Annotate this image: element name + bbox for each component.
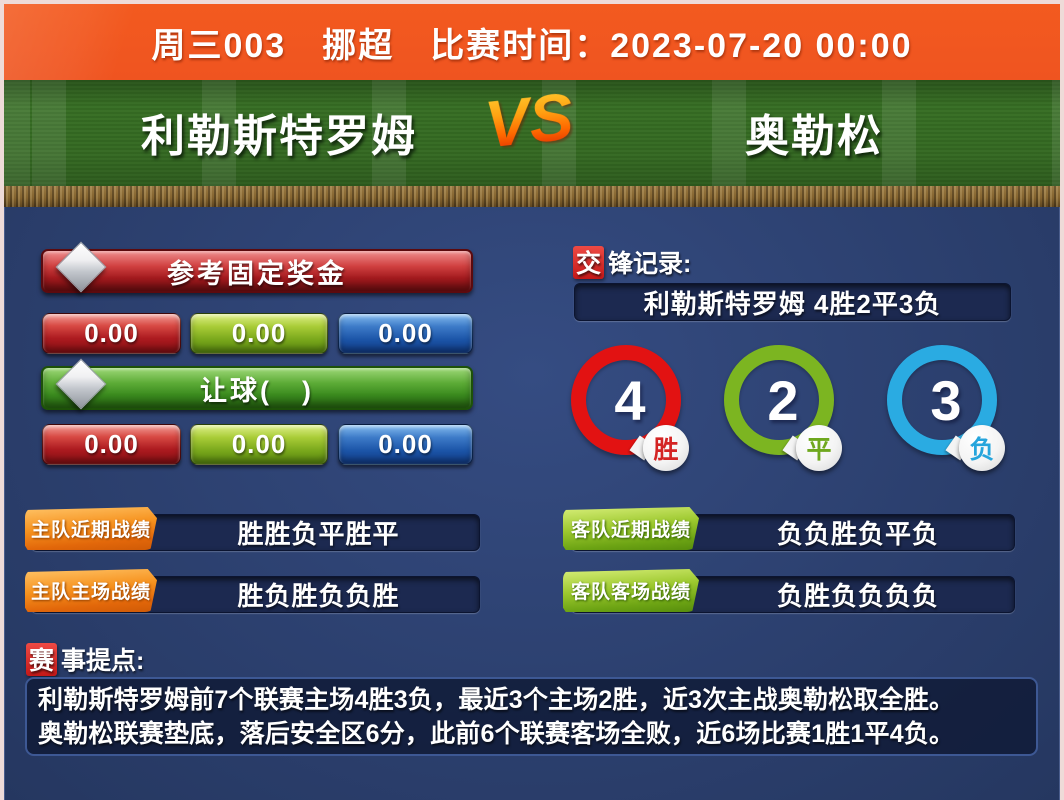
- vs-icon: VS: [455, 75, 602, 165]
- match-info-title: 周三003 挪超 比赛时间：2023-07-20 00:00: [151, 26, 913, 65]
- away-recent-record-value: 负负胜负平负: [776, 519, 939, 549]
- away-recent-record-tab: 客队近期战绩: [563, 507, 699, 550]
- home-team-name: 利勒斯特罗姆: [141, 112, 417, 161]
- tips-label: 赛 事提点:: [26, 641, 144, 677]
- home-field-record-tab: 主队主场战绩: [25, 569, 157, 612]
- head-to-head-draw-ring: 2 平: [724, 345, 842, 471]
- fixed-odds-home-button[interactable]: 0.00: [42, 313, 181, 354]
- draw-count: 2: [767, 368, 799, 432]
- diamond-icon: [55, 241, 107, 293]
- head-to-head-win-ring: 4 胜: [571, 345, 689, 471]
- tip-line-1: 利勒斯特罗姆前7个联赛主场4胜3负，最近3个主场2胜，近3次主战奥勒松取全胜。: [38, 686, 955, 714]
- head-to-head-label: 交 锋记录:: [573, 244, 691, 280]
- tip-line-2: 奥勒松联赛垫底，落后安全区6分，此前6个联赛客场全败，近6场比赛1胜1平4负。: [38, 720, 955, 748]
- head-to-head-label-text: 锋记录:: [608, 250, 692, 278]
- handicap-odds-draw-button[interactable]: 0.00: [190, 424, 328, 465]
- head-to-head-label-highlight: 交: [573, 245, 605, 279]
- fixed-odds-banner: 参考固定奖金: [41, 249, 473, 293]
- fixed-odds-title: 参考固定奖金: [167, 258, 347, 289]
- away-field-record-tab: 客队客场战绩: [563, 569, 699, 612]
- fixed-odds-away-button[interactable]: 0.00: [338, 313, 473, 354]
- handicap-odds-away-button[interactable]: 0.00: [338, 424, 473, 465]
- head-to-head-summary: 利勒斯特罗姆 4胜2平3负: [643, 288, 942, 319]
- fixed-odds-draw-button[interactable]: 0.00: [190, 313, 328, 354]
- handicap-odds-home-button[interactable]: 0.00: [42, 424, 181, 465]
- tips-label-highlight: 赛: [26, 642, 58, 676]
- handicap-banner: 让球( ): [41, 366, 473, 410]
- home-field-record-value: 胜负胜负负胜: [237, 581, 400, 611]
- draw-badge: 平: [796, 425, 842, 471]
- win-count: 4: [614, 368, 646, 432]
- away-field-record-value: 负胜负负负负: [776, 581, 939, 611]
- home-recent-record-value: 胜胜负平胜平: [237, 519, 400, 549]
- header-banner: 周三003 挪超 比赛时间：2023-07-20 00:00: [4, 4, 1060, 80]
- tips-box: 利勒斯特罗姆前7个联赛主场4胜3负，最近3个主场2胜，近3次主战奥勒松取全胜。 …: [25, 677, 1038, 756]
- loss-count: 3: [930, 368, 962, 432]
- dirt-strip: [4, 186, 1060, 207]
- grass-field: 利勒斯特罗姆 VS 奥勒松: [4, 79, 1060, 186]
- tips-label-text: 事提点:: [61, 647, 145, 675]
- diamond-icon: [55, 358, 107, 410]
- away-team-name: 奥勒松: [745, 112, 883, 161]
- head-to-head-loss-ring: 3 负: [887, 345, 1005, 471]
- handicap-title: 让球( ): [200, 375, 314, 406]
- home-recent-record-tab: 主队近期战绩: [25, 507, 157, 550]
- loss-badge: 负: [959, 425, 1005, 471]
- win-badge: 胜: [643, 425, 689, 471]
- head-to-head-summary-box: 利勒斯特罗姆 4胜2平3负: [574, 283, 1011, 321]
